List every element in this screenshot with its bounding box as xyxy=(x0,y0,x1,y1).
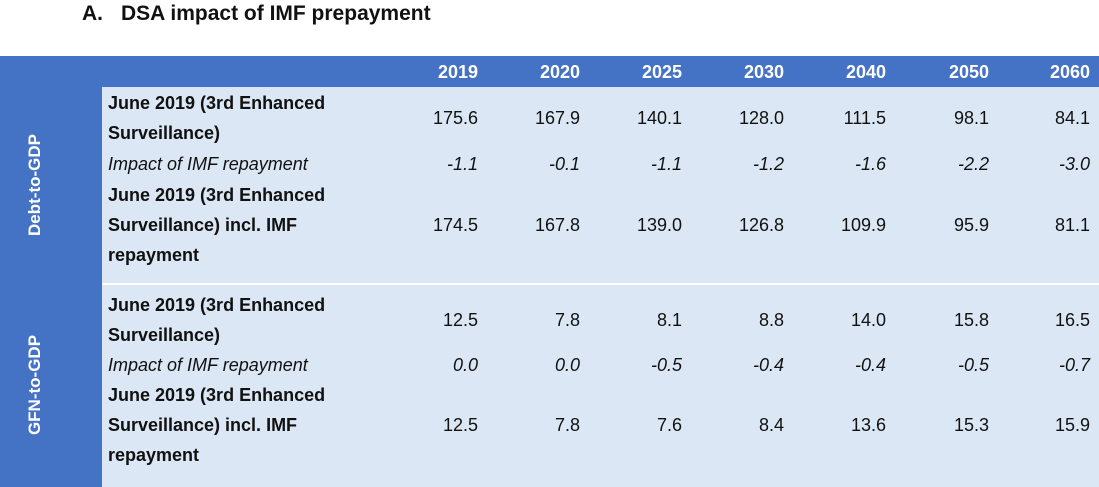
cell-value: 84.1 xyxy=(1054,108,1090,128)
cell-value: -3.0 xyxy=(1058,154,1090,174)
year-header-2020: 2020 xyxy=(539,62,580,82)
section-divider xyxy=(102,283,1099,285)
cell-value: -0.5 xyxy=(650,355,682,375)
row-label: Surveillance) incl. IMF xyxy=(108,415,298,435)
cell-value: 0.0 xyxy=(452,355,478,375)
cell-value: -0.5 xyxy=(957,355,989,375)
cell-value: 15.3 xyxy=(953,415,989,435)
cell-value: -1.1 xyxy=(650,154,682,174)
cell-value: 15.9 xyxy=(1054,415,1090,435)
cell-value: 7.6 xyxy=(656,415,682,435)
row-label: Surveillance) xyxy=(108,325,221,345)
row-label: June 2019 (3rd Enhanced xyxy=(108,93,326,113)
row-label: June 2019 (3rd Enhanced xyxy=(108,295,326,315)
cell-value: -0.4 xyxy=(752,355,784,375)
row-label: Surveillance) incl. IMF xyxy=(108,215,298,235)
row-label: Impact of IMF repayment xyxy=(108,355,308,375)
title-number: A. xyxy=(82,2,103,25)
cell-value: 81.1 xyxy=(1054,215,1090,235)
cell-value: 167.8 xyxy=(534,215,580,235)
cell-value: 12.5 xyxy=(442,310,478,330)
section-label-debt-to-gdp: Debt-to-GDP xyxy=(24,134,44,236)
row-label: repayment xyxy=(108,445,200,465)
cell-value: 126.8 xyxy=(738,215,784,235)
cell-value: -2.2 xyxy=(957,154,989,174)
cell-value: 8.1 xyxy=(656,310,682,330)
row-label: Surveillance) xyxy=(108,123,221,143)
cell-value: 111.5 xyxy=(843,108,886,128)
row-label: June 2019 (3rd Enhanced xyxy=(108,385,326,405)
year-header-2025: 2025 xyxy=(641,62,682,82)
cell-value: 128.0 xyxy=(738,108,784,128)
section-label-gfn-to-gdp: GFN-to-GDP xyxy=(25,334,45,436)
cell-value: 7.8 xyxy=(554,310,580,330)
cell-value: 174.5 xyxy=(432,215,478,235)
cell-value: -0.1 xyxy=(548,154,580,174)
title-text: DSA impact of IMF prepayment xyxy=(121,2,431,25)
cell-value: -1.2 xyxy=(752,154,784,174)
cell-value: 175.6 xyxy=(432,108,478,128)
cell-value: 15.8 xyxy=(953,310,989,330)
cell-value: 140.1 xyxy=(636,108,682,128)
year-header-2019: 2019 xyxy=(437,62,478,82)
cell-value: 16.5 xyxy=(1054,310,1090,330)
cell-value: 7.8 xyxy=(554,415,580,435)
cell-value: 139.0 xyxy=(636,215,682,235)
cell-value: 0.0 xyxy=(554,355,580,375)
cell-value: -0.7 xyxy=(1058,355,1090,375)
cell-value: 98.1 xyxy=(953,108,989,128)
table-title: A. DSA impact of IMF prepayment xyxy=(82,2,431,26)
cell-value: -0.4 xyxy=(854,355,886,375)
year-header-2060: 2060 xyxy=(1049,62,1090,82)
row-label: repayment xyxy=(108,245,200,265)
year-header-2040: 2040 xyxy=(845,62,886,82)
row-label: June 2019 (3rd Enhanced xyxy=(108,185,326,205)
cell-value: 109.9 xyxy=(840,215,886,235)
cell-value: 12.5 xyxy=(442,415,478,435)
cell-value: 14.0 xyxy=(850,310,886,330)
table-body xyxy=(102,87,1099,487)
section-label-column: Debt-to-GDP GFN-to-GDP xyxy=(0,87,102,487)
year-header-2030: 2030 xyxy=(743,62,784,82)
cell-value: -1.6 xyxy=(854,154,886,174)
year-header-2050: 2050 xyxy=(948,62,989,82)
cell-value: 8.4 xyxy=(758,415,784,435)
cell-value: 8.8 xyxy=(758,310,784,330)
cell-value: 95.9 xyxy=(953,215,989,235)
cell-value: 13.6 xyxy=(850,415,886,435)
row-label: Impact of IMF repayment xyxy=(108,154,308,174)
year-header-row: 2019 2020 2025 2030 2040 2050 2060 xyxy=(0,56,1099,87)
cell-value: 167.9 xyxy=(534,108,580,128)
cell-value: -1.1 xyxy=(446,154,478,174)
